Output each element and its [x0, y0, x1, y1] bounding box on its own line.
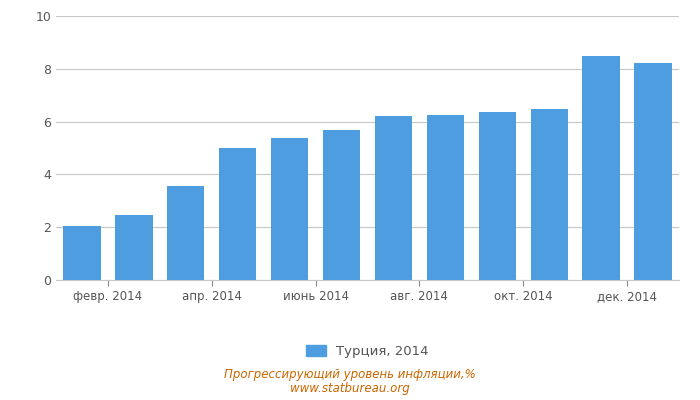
- Legend: Турция, 2014: Турция, 2014: [301, 339, 434, 363]
- Bar: [219, 148, 256, 280]
- Bar: [167, 186, 204, 280]
- Bar: [582, 56, 620, 280]
- Text: Прогрессирующий уровень инфляции,%: Прогрессирующий уровень инфляции,%: [224, 368, 476, 381]
- Bar: [479, 112, 516, 280]
- Bar: [427, 115, 464, 280]
- Bar: [634, 63, 672, 280]
- Text: www.statbureau.org: www.statbureau.org: [290, 382, 410, 395]
- Bar: [531, 109, 568, 280]
- Bar: [271, 138, 308, 280]
- Bar: [116, 215, 153, 280]
- Bar: [323, 130, 360, 280]
- Bar: [63, 226, 101, 280]
- Bar: [374, 116, 412, 280]
